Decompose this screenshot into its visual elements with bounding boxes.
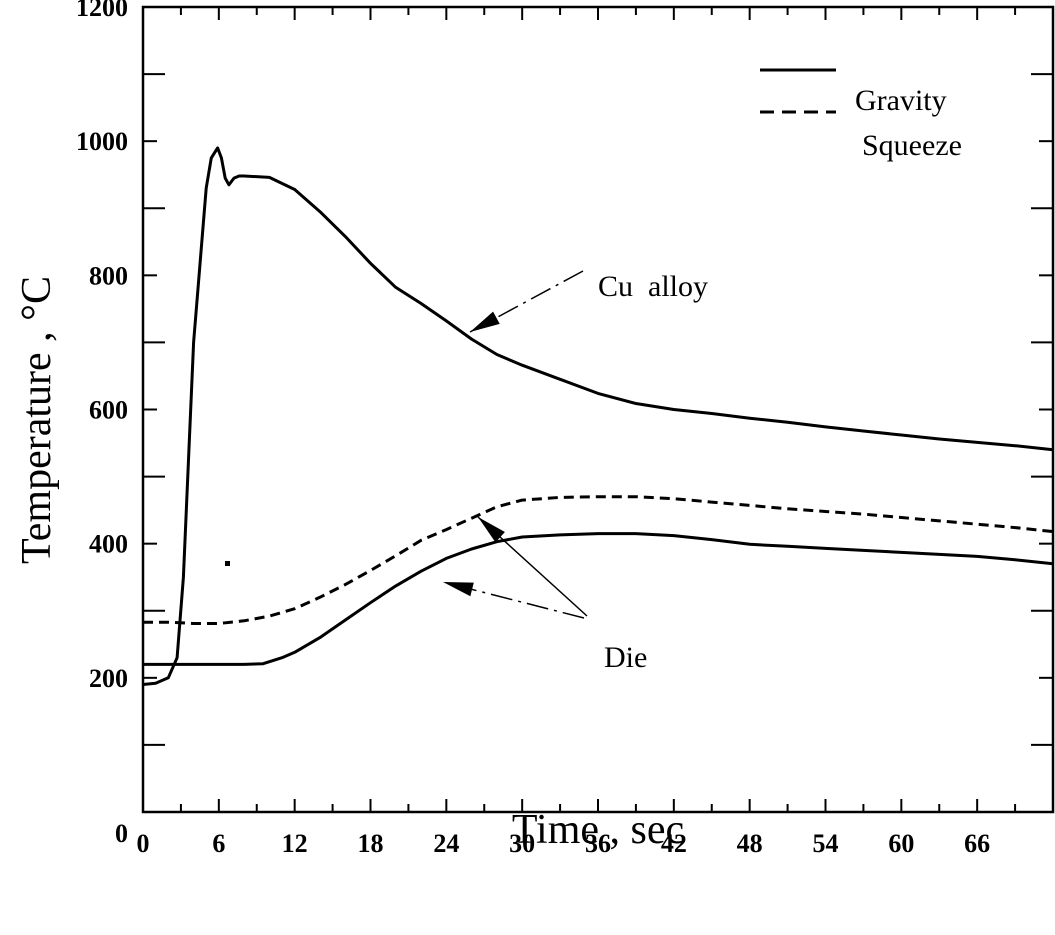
x-tick-label: 0 bbox=[137, 829, 150, 858]
series-line-0 bbox=[142, 146, 1054, 686]
x-tick-label: 6 bbox=[212, 829, 225, 858]
series-line-1 bbox=[143, 532, 1054, 666]
x-tick-label: 30 bbox=[509, 829, 535, 858]
annotation-die: Die bbox=[604, 641, 647, 674]
arrow-cu-alloy-head bbox=[470, 311, 500, 332]
annotation-arrows bbox=[225, 270, 588, 619]
y-tick-label: 0 bbox=[115, 819, 128, 848]
y-axis-title: Temperature , °C bbox=[14, 276, 60, 564]
arrow-cu-alloy bbox=[469, 270, 584, 333]
x-tick-label: 24 bbox=[433, 829, 459, 858]
legend-label-squeeze: Squeeze bbox=[862, 129, 962, 162]
y-tick-label: 1200 bbox=[76, 0, 128, 22]
axis-tick-labels: 0 6 12 18 24 30 36 42 48 54 60 66 0 200 400 600 800 1000 1… bbox=[76, 0, 990, 858]
plot-frame bbox=[141, 5, 1055, 814]
x-tick-label: 36 bbox=[585, 829, 611, 858]
x-tick-label: 42 bbox=[661, 829, 687, 858]
plot-border bbox=[141, 5, 1055, 814]
legend: Gravity Squeeze bbox=[760, 68, 962, 162]
x-tick-label: 54 bbox=[813, 829, 839, 858]
y-tick-label: 600 bbox=[89, 396, 128, 425]
x-tick-label: 12 bbox=[282, 829, 308, 858]
y-tick-label: 800 bbox=[89, 261, 128, 290]
arrow-die-squeeze-head bbox=[478, 517, 505, 543]
x-tick-label: 48 bbox=[737, 829, 763, 858]
x-axis-title: Time , sec bbox=[512, 807, 684, 853]
legend-label-gravity: Gravity bbox=[855, 84, 947, 117]
y-tick-label: 1000 bbox=[76, 127, 128, 156]
axis-ticks bbox=[142, 6, 1054, 813]
stray-dot bbox=[225, 561, 230, 566]
y-tick-label: 200 bbox=[89, 664, 128, 693]
series-line-2 bbox=[143, 495, 1054, 625]
x-tick-label: 66 bbox=[964, 829, 990, 858]
arrow-die-gravity-head bbox=[443, 582, 474, 597]
x-tick-label: 60 bbox=[888, 829, 914, 858]
x-tick-label: 18 bbox=[358, 829, 384, 858]
annotation-cu-alloy: Cu alloy bbox=[598, 270, 708, 303]
y-tick-label: 400 bbox=[89, 530, 128, 559]
data-lines bbox=[142, 146, 1054, 686]
